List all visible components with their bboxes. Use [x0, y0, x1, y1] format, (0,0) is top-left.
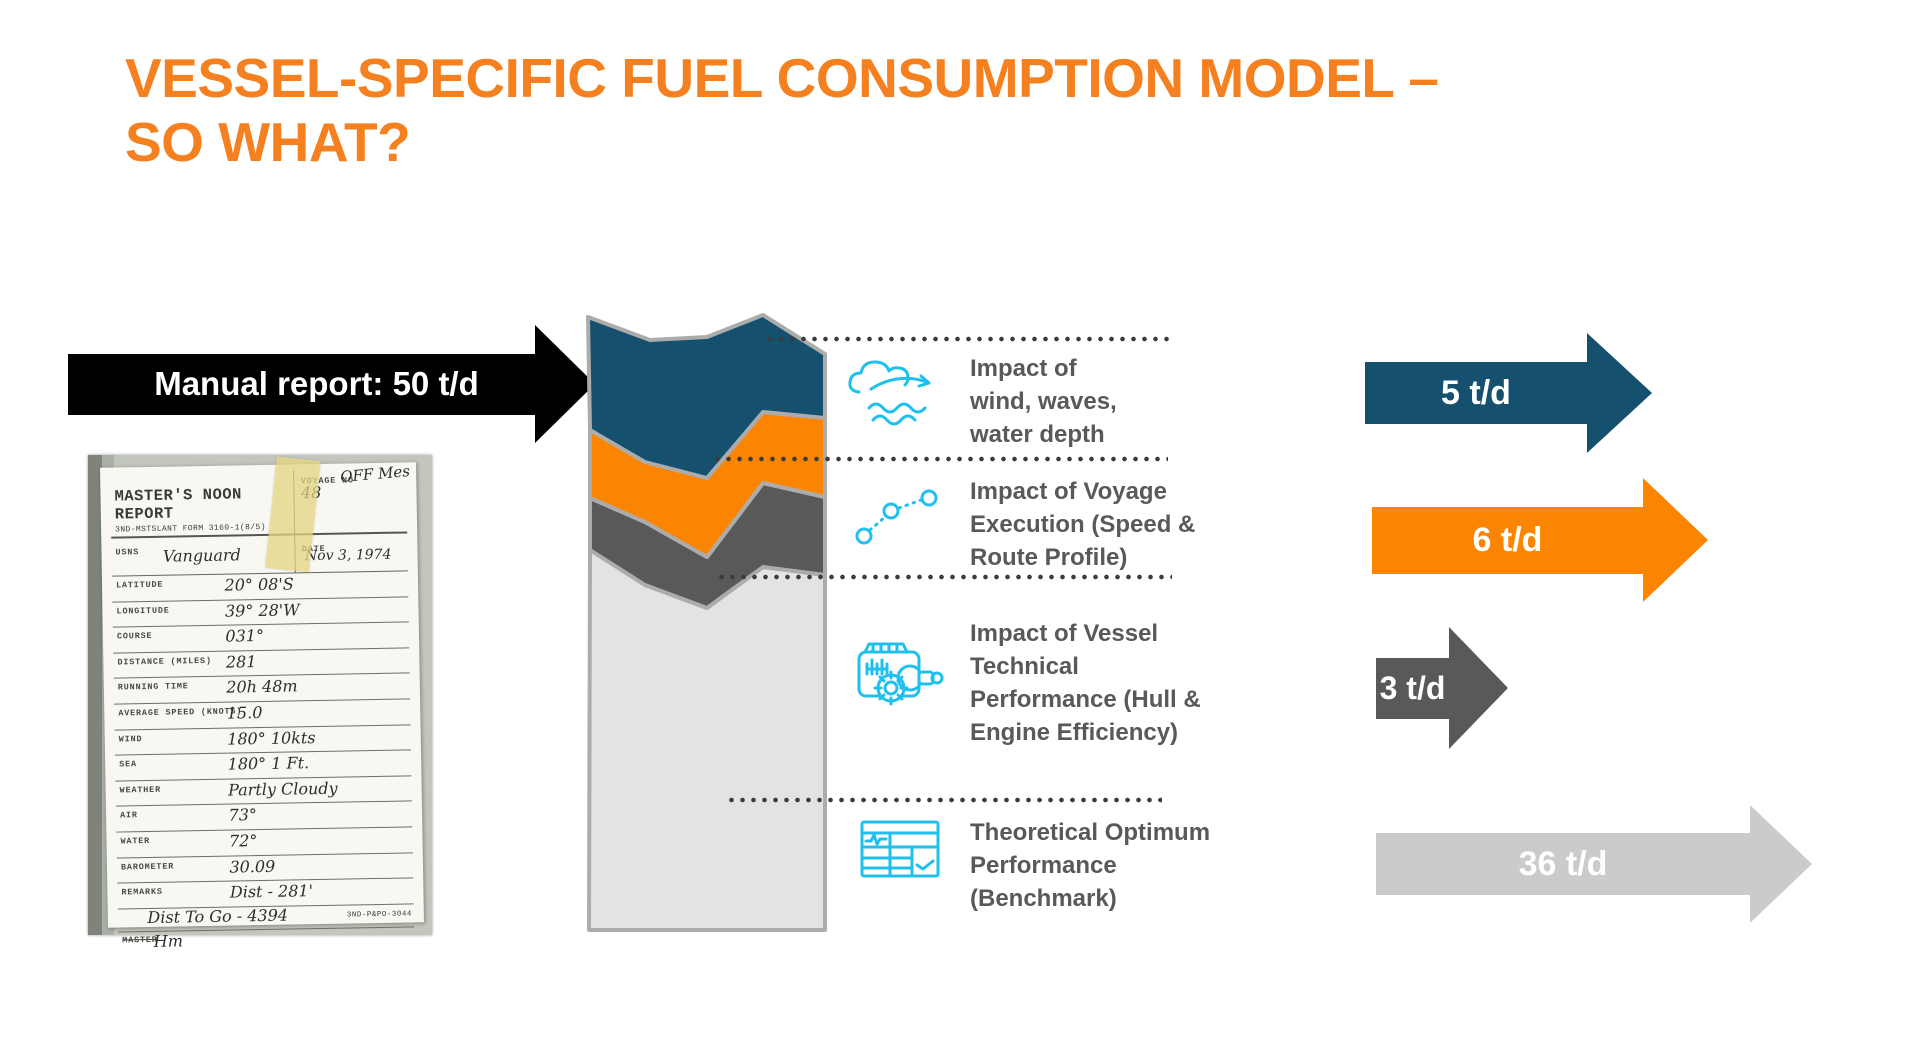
- chart-layer-wind-waves: [586, 313, 827, 480]
- field-value: 15.0: [226, 702, 263, 723]
- field-value: Dist To Go - 4394: [147, 905, 289, 927]
- dotted-leader-technical: [716, 574, 1172, 580]
- page-title: VESSEL-SPECIFIC FUEL CONSUMPTION MODEL –…: [125, 46, 1685, 174]
- field-label: WEATHER: [119, 784, 162, 796]
- field-label: SEA: [119, 759, 137, 770]
- field-value: 73°: [228, 805, 258, 825]
- usns-label: USNS: [115, 547, 140, 558]
- field-label: WIND: [118, 733, 143, 745]
- engine-icon: [853, 636, 945, 719]
- form-number: 3ND-P&PO-3044: [346, 910, 412, 920]
- dotted-leader-voyage-execution: [712, 456, 1168, 462]
- spreadsheet-icon: [860, 820, 940, 883]
- field-value: 72°: [228, 831, 258, 851]
- field-label: LONGITUDE: [116, 605, 170, 617]
- date-value: Nov 3, 1974: [304, 546, 392, 565]
- usns-date-row: USNS Vanguard DATE Nov 3, 1974: [111, 533, 408, 577]
- voyage-execution-value: 6 t/d: [1372, 506, 1643, 574]
- technical-value-arrow: 3 t/d: [1376, 627, 1508, 749]
- master-label: MASTER: [122, 934, 158, 946]
- noon-report-paper: OFF Mes MASTER'S NOON REPORT 3ND-MSTSLAN…: [100, 456, 424, 955]
- field-value: 180° 1 Ft.: [227, 753, 310, 774]
- technical-arrowhead: [1449, 627, 1508, 749]
- dotted-leader-wind-waves: [765, 336, 1172, 342]
- field-value: 281: [225, 651, 257, 672]
- field-value: 39° 28'W: [224, 599, 300, 621]
- field-value: 30.09: [229, 856, 276, 877]
- form-title: MASTER'S NOON REPORT: [114, 485, 243, 524]
- field-label: AIR: [120, 810, 138, 821]
- field-label: AVERAGE SPEED (KNOTS): [118, 706, 243, 719]
- page-title-line2: SO WHAT?: [125, 111, 411, 173]
- voyage-execution-value-arrow: 6 t/d: [1372, 478, 1708, 602]
- field-label: LATITUDE: [115, 579, 164, 591]
- field-label: BAROMETER: [120, 861, 175, 873]
- field-value: Dist - 281': [229, 881, 314, 902]
- technical-value: 3 t/d: [1376, 657, 1449, 719]
- cloud-wind-waves-icon: [843, 352, 951, 437]
- benchmark-value-arrow: 36 t/d: [1376, 805, 1812, 923]
- field-value: 20° 08'S: [224, 574, 294, 595]
- field-label: REMARKS: [121, 886, 163, 898]
- field-label: RUNNING TIME: [117, 681, 189, 693]
- page-title-line1: VESSEL-SPECIFIC FUEL CONSUMPTION MODEL –: [125, 47, 1439, 109]
- field-label: COURSE: [116, 631, 153, 642]
- wind-waves-value: 5 t/d: [1365, 362, 1587, 424]
- benchmark-label: Theoretical Optimum Performance (Benchma…: [970, 819, 1211, 912]
- wind-waves-arrowhead: [1587, 333, 1652, 453]
- noon-report-photo: OFF Mes MASTER'S NOON REPORT 3ND-MSTSLAN…: [88, 455, 432, 955]
- impact-voyage-execution-label: Impact of Voyage Execution (Speed & Rout…: [970, 478, 1196, 571]
- field-value: Partly Cloudy: [227, 778, 338, 800]
- impact-wind-waves-label: Impact of wind, waves, water depth: [970, 355, 1117, 448]
- form-subtitle: 3ND-MSTSLANT FORM 3160-1(8/5): [115, 522, 266, 535]
- route-profile-icon: [853, 486, 943, 553]
- form-row-master: MASTER Hm: [118, 926, 415, 955]
- dotted-leader-benchmark: [726, 797, 1162, 803]
- voyage-execution-arrowhead: [1643, 478, 1708, 602]
- impact-technical-label: Impact of Vessel Technical Performance (…: [970, 620, 1201, 746]
- manual-report-arrow-label: Manual report: 50 t/d: [68, 353, 535, 415]
- wind-waves-value-arrow: 5 t/d: [1365, 333, 1652, 453]
- field-label: WATER: [120, 835, 151, 847]
- manual-report-arrow: Manual report: 50 t/d: [68, 325, 595, 443]
- fuel-decomposition-stacked-area-chart: [586, 313, 827, 932]
- manual-report-arrowhead: [535, 325, 595, 443]
- field-value: 20h 48m: [226, 676, 298, 697]
- field-value: 180° 10kts: [227, 727, 316, 749]
- benchmark-value: 36 t/d: [1376, 833, 1750, 895]
- benchmark-arrowhead: [1750, 805, 1812, 923]
- form-title-block: MASTER'S NOON REPORT 3ND-MSTSLANT FORM 3…: [110, 470, 295, 536]
- field-label: DISTANCE (MILES): [117, 655, 212, 668]
- master-signature: Hm: [153, 931, 184, 951]
- usns-value: Vanguard: [162, 545, 241, 566]
- field-value: 031°: [225, 626, 265, 646]
